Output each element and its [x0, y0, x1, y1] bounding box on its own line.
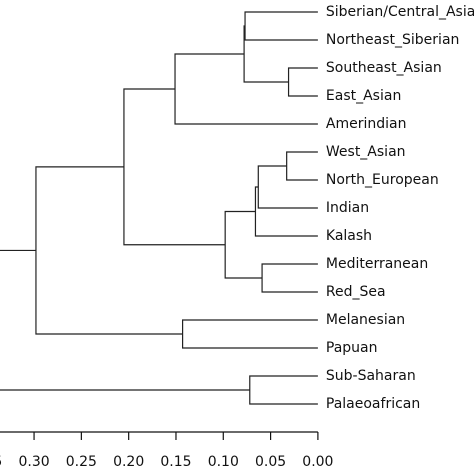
branch: [181, 319, 318, 349]
branch: [286, 151, 318, 181]
leaf-label: East_Asian: [326, 88, 401, 104]
x-tick-label: 0.15: [160, 454, 191, 470]
leaf-label: Indian: [326, 200, 369, 216]
branch: [261, 263, 318, 293]
x-tick-label: 0.25: [66, 454, 97, 470]
branch: [244, 11, 318, 41]
branch: [174, 53, 318, 125]
branch: [0, 249, 250, 391]
x-tick-label: 0.10: [208, 454, 239, 470]
leaf-label: Kalash: [326, 228, 372, 244]
x-tick-label: 0.05: [255, 454, 286, 470]
branch: [254, 186, 318, 237]
x-tick-label: 0.20: [113, 454, 144, 470]
leaf-label: Melanesian: [326, 312, 405, 328]
leaf-label: Northeast_Siberian: [326, 32, 460, 48]
leaf-label: Sub-Saharan: [326, 368, 416, 384]
x-tick-label: 0.00: [302, 454, 333, 470]
leaf-label: North_European: [326, 172, 439, 188]
x-tick-label: 0.30: [18, 454, 49, 470]
leaf-label: Palaeoafrican: [326, 396, 420, 412]
branch: [257, 165, 318, 209]
branch: [249, 375, 318, 405]
leaf-label: West_Asian: [326, 144, 406, 160]
leaf-label: Mediterranean: [326, 256, 428, 272]
leaf-label: Southeast_Asian: [326, 60, 442, 76]
branch: [224, 210, 263, 279]
leaf-label: Papuan: [326, 340, 378, 356]
x-tick-label: 0.35: [0, 454, 2, 470]
branch: [243, 25, 289, 83]
leaf-label: Red_Sea: [326, 284, 386, 300]
leaf-label: Amerindian: [326, 116, 407, 132]
leaf-label: Siberian/Central_Asian: [326, 4, 474, 20]
branch: [287, 67, 318, 97]
branch: [35, 166, 183, 335]
